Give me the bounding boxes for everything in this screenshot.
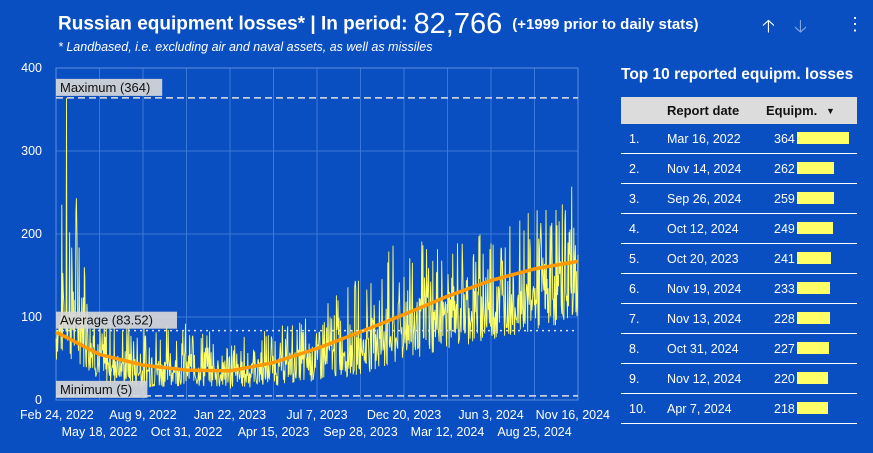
subtitle: * Landbased, i.e. excluding air and nava… — [58, 40, 433, 54]
row-value: 241 — [774, 252, 795, 266]
row-rank: 1. — [629, 132, 640, 146]
row-value: 218 — [774, 402, 795, 416]
sort-desc-icon[interactable]: ▼ — [826, 106, 835, 116]
x-tick-label: Dec 20, 2023 — [367, 408, 441, 422]
reference-label-bg — [56, 380, 148, 398]
x-tick-label: Aug 25, 2024 — [497, 425, 571, 439]
reference-label-bg — [56, 311, 177, 329]
reference-label: Average (83.52) — [60, 313, 153, 328]
row-rank: 9. — [629, 372, 640, 386]
x-tick-label: Aug 9, 2022 — [109, 408, 176, 422]
row-value: 259 — [774, 192, 795, 206]
row-date: Mar 16, 2022 — [667, 132, 741, 146]
y-tick-label: 200 — [21, 227, 42, 241]
x-tick-label: Oct 31, 2022 — [151, 425, 223, 439]
row-rank: 4. — [629, 222, 640, 236]
prior-note: (+1999 prior to daily stats) — [512, 16, 699, 33]
x-tick-label: Sep 28, 2023 — [323, 425, 397, 439]
table-row: 3. Sep 26, 2024 259 — [621, 184, 857, 214]
arrow-up-icon[interactable]: 🡡 — [762, 16, 775, 36]
row-value: 233 — [774, 282, 795, 296]
row-date: Nov 12, 2024 — [667, 372, 742, 386]
row-value: 364 — [774, 132, 795, 146]
table-row: 5. Oct 20, 2023 241 — [621, 244, 857, 274]
table-row: 9. Nov 12, 2024 220 — [621, 364, 857, 394]
x-tick-label: Mar 12, 2024 — [411, 425, 485, 439]
table-row: 8. Oct 31, 2024 227 — [621, 334, 857, 364]
x-tick-label: Jun 3, 2024 — [458, 408, 523, 422]
row-rank: 7. — [629, 312, 640, 326]
row-date: Oct 12, 2024 — [667, 222, 739, 236]
arrow-down-icon[interactable]: 🡣 — [794, 16, 807, 36]
row-rank: 10. — [629, 402, 647, 416]
row-rank: 8. — [629, 342, 640, 356]
row-rank: 3. — [629, 192, 640, 206]
x-tick-label: May 18, 2022 — [62, 425, 138, 439]
row-value-bar — [797, 132, 849, 144]
row-value-bar — [797, 402, 829, 414]
top10-table: Report date Equipm. ▼ 1. Mar 16, 2022 364 2… — [621, 97, 857, 424]
row-date: Sep 26, 2024 — [667, 192, 742, 206]
y-tick-label: 400 — [21, 61, 42, 75]
plot-frame — [55, 67, 579, 401]
reference-label: Maximum (364) — [60, 80, 150, 95]
row-rank: 6. — [629, 282, 640, 296]
row-date: Oct 31, 2024 — [667, 342, 739, 356]
row-value-bar — [797, 342, 830, 354]
row-value-bar — [797, 252, 832, 264]
page-title: Russian equipment losses* | In period: — [58, 13, 408, 35]
y-tick-label: 300 — [21, 144, 42, 158]
row-date: Nov 19, 2024 — [667, 282, 742, 296]
row-value-bar — [797, 162, 835, 174]
x-tick-label: Feb 24, 2022 — [20, 408, 94, 422]
y-tick-label: 0 — [35, 393, 42, 407]
row-value: 227 — [774, 342, 795, 356]
row-value-bar — [797, 222, 833, 234]
x-tick-label: Jan 22, 2023 — [194, 408, 266, 422]
x-tick-label: Nov 16, 2024 — [536, 408, 610, 422]
total-losses: 82,766 — [413, 8, 503, 40]
header: Russian equipment losses* | In period: 82… — [58, 8, 699, 41]
row-value: 220 — [774, 372, 795, 386]
losses-chart: 0 100 200 300 400 Maximum (364) Average (83.52… — [20, 61, 610, 439]
row-rank: 2. — [629, 162, 640, 176]
table-header: Report date Equipm. ▼ — [621, 97, 857, 124]
x-tick-label: Jul 7, 2023 — [286, 408, 347, 422]
reference-label-bg — [56, 78, 163, 96]
row-date: Nov 13, 2024 — [667, 312, 742, 326]
col-equipment[interactable]: Equipm. — [766, 103, 818, 118]
row-value-bar — [797, 282, 831, 294]
row-value-bar — [797, 312, 830, 324]
table-row: 2. Nov 14, 2024 262 — [621, 154, 857, 184]
col-report-date[interactable]: Report date — [667, 103, 740, 118]
table-row: 10. Apr 7, 2024 218 — [621, 394, 857, 424]
table-row: 4. Oct 12, 2024 249 — [621, 214, 857, 244]
table-title: Top 10 reported equipm. losses — [621, 66, 854, 83]
row-value: 228 — [774, 312, 795, 326]
row-date: Oct 20, 2023 — [667, 252, 739, 266]
row-value-bar — [797, 192, 834, 204]
more-vert-icon[interactable]: ⋮ — [846, 14, 864, 34]
table-row: 6. Nov 19, 2024 233 — [621, 274, 857, 304]
table-body: 1. Mar 16, 2022 364 2. Nov 14, 2024 262 3. Sep … — [621, 124, 857, 424]
row-rank: 5. — [629, 252, 640, 266]
table-row: 7. Nov 13, 2024 228 — [621, 304, 857, 334]
trend-line — [55, 259, 579, 373]
x-tick-label: Apr 15, 2023 — [238, 425, 310, 439]
y-tick-label: 100 — [21, 310, 42, 324]
reference-label: Minimum (5) — [60, 382, 132, 397]
row-value: 262 — [774, 162, 795, 176]
row-date: Apr 7, 2024 — [667, 402, 732, 416]
row-value-bar — [797, 372, 829, 384]
row-value: 249 — [774, 222, 795, 236]
table-row: 1. Mar 16, 2022 364 — [621, 124, 857, 154]
row-date: Nov 14, 2024 — [667, 162, 742, 176]
